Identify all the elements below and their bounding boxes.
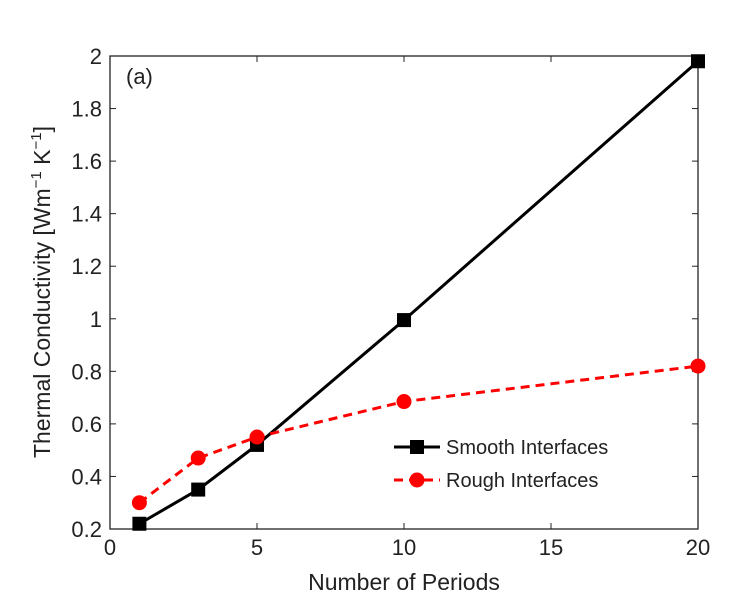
data-point-circle — [131, 495, 147, 511]
x-tick-label: 0 — [104, 535, 116, 560]
axes: 0 5 10 15 20 0.2 0.4 0.6 0.8 1 1.2 1.4 1.6 1.8 2 — [71, 44, 710, 560]
y-label-sup2: −1 — [28, 132, 45, 149]
y-tick-label: 2 — [90, 44, 102, 69]
y-label-end: ] — [29, 126, 55, 132]
legend-marker-square — [410, 440, 424, 454]
data-point-square — [191, 482, 206, 497]
legend: Smooth Interfaces Rough Interfaces — [394, 437, 608, 492]
series-layer — [131, 54, 706, 531]
data-point-circle — [396, 394, 412, 410]
x-tick-label: 15 — [539, 535, 563, 560]
y-tick-label: 0.2 — [71, 517, 102, 542]
annotation-label: (a) — [126, 64, 153, 89]
y-label-main: Thermal Conductivity [Wm — [29, 188, 55, 458]
y-tick-label: 1 — [90, 307, 102, 332]
y-tick-label: 1.8 — [71, 97, 102, 122]
x-tick-label: 20 — [686, 535, 710, 560]
y-tick-label: 1.6 — [71, 149, 102, 174]
series-line-smooth — [138, 60, 699, 526]
legend-label: Smooth Interfaces — [446, 437, 608, 459]
data-point-circle — [690, 358, 706, 374]
legend-label: Rough Interfaces — [446, 470, 598, 492]
y-axis-label: Thermal Conductivity [Wm−1 K−1] — [28, 126, 55, 458]
y-tick-label: 1.2 — [71, 254, 102, 279]
data-point-square — [691, 54, 705, 69]
y-tick-label: 1.4 — [71, 202, 102, 227]
x-tick-label: 10 — [392, 535, 416, 560]
data-point-circle — [249, 429, 265, 445]
x-axis-label: Number of Periods — [308, 569, 500, 595]
data-point-circle — [190, 450, 206, 466]
y-tick-label: 0.4 — [71, 464, 102, 489]
y-label-k: K — [29, 149, 55, 171]
data-point-square — [397, 313, 411, 328]
y-tick-label: 0.8 — [71, 359, 102, 384]
data-point-square — [132, 516, 147, 531]
y-tick-label: 0.6 — [71, 412, 102, 437]
y-label-sup1: −1 — [28, 171, 45, 188]
legend-marker-circle — [409, 472, 425, 488]
x-tick-label: 5 — [251, 535, 263, 560]
